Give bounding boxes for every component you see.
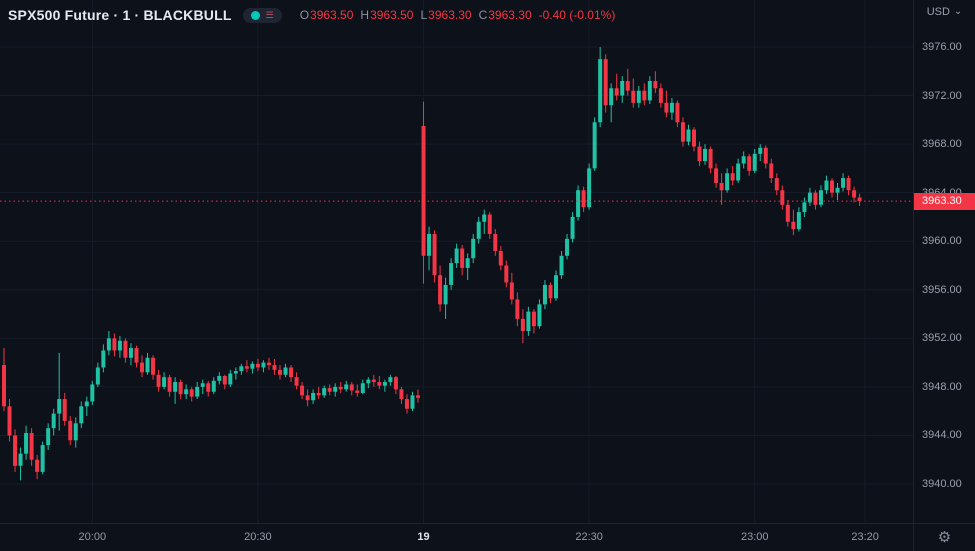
time-axis-label: 20:30 — [244, 531, 272, 543]
symbol-title[interactable]: SPX500 Future · 1 · BLACKBULL — [8, 7, 232, 23]
open-value: 3963.50 — [310, 8, 354, 22]
price-axis-label: 3948.00 — [922, 380, 962, 393]
time-axis-label: 22:30 — [575, 531, 603, 543]
price-axis-label: 3968.00 — [922, 138, 962, 151]
time-axis-label: 23:00 — [740, 531, 769, 543]
candlestick-chart — [0, 0, 913, 523]
axis-corner: ⚙ — [913, 523, 975, 551]
time-axis[interactable]: 20:00 20:30 19 22:30 23:00 23:20 — [0, 523, 913, 551]
price-axis-label: 3972.00 — [922, 89, 962, 102]
low-value: 3963.30 — [428, 8, 472, 22]
status-chip[interactable]: ☰ — [242, 7, 282, 23]
currency-selector[interactable]: USD ⌄ — [914, 6, 975, 18]
time-axis-label: 19 — [417, 531, 430, 543]
open-label: O — [299, 8, 310, 22]
high-label: H — [360, 8, 370, 22]
price-axis[interactable]: USD ⌄ 3976.003972.003968.003964.003960.0… — [913, 0, 975, 523]
price-axis-label: 3952.00 — [922, 332, 962, 345]
chart-legend: SPX500 Future · 1 · BLACKBULL ☰ O 3963.5… — [8, 7, 615, 23]
broker-menu-icon: ☰ — [265, 9, 274, 20]
currency-label: USD — [926, 6, 950, 18]
price-axis-label: 3976.00 — [922, 41, 962, 53]
high-value: 3963.50 — [370, 8, 414, 22]
price-axis-label: 3940.00 — [922, 478, 962, 490]
price-axis-label: 3960.00 — [922, 235, 962, 248]
chart-plot-area[interactable]: SPX500 Future · 1 · BLACKBULL ☰ O 3963.5… — [0, 0, 913, 523]
current-price-badge: 3963.30 — [914, 192, 975, 210]
time-axis-label: 23:20 — [851, 531, 879, 543]
price-axis-label: 3944.00 — [922, 429, 962, 442]
close-label: C — [478, 8, 488, 22]
ohlc-readout: O 3963.50 H 3963.50 L 3963.30 C 3963.30 … — [293, 8, 616, 22]
close-value: 3963.30 — [488, 8, 532, 22]
settings-gear-icon[interactable]: ⚙ — [937, 529, 952, 546]
time-axis-label: 20:00 — [78, 531, 107, 543]
change-value: -0.40 (-0.01%) — [538, 8, 616, 22]
low-label: L — [420, 8, 428, 22]
price-axis-label: 3956.00 — [922, 283, 962, 296]
market-status-icon — [250, 10, 260, 20]
chevron-down-icon: ⌄ — [953, 6, 963, 17]
